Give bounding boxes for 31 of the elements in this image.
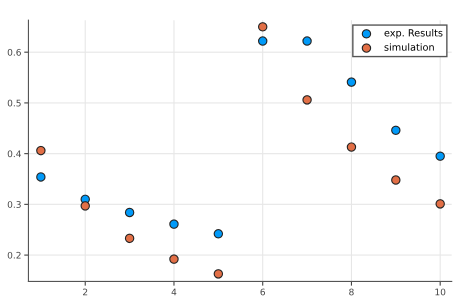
point	[391, 126, 401, 136]
point	[36, 172, 46, 182]
point	[258, 22, 268, 32]
x-tick-label: 10	[435, 288, 446, 296]
point	[258, 36, 268, 46]
point	[169, 254, 179, 264]
y-tick-label: 0.5	[8, 100, 21, 106]
point	[435, 151, 445, 161]
y-tick-label: 0.3	[8, 201, 21, 208]
point	[346, 142, 356, 152]
x-tick-label: 8	[349, 288, 354, 296]
point	[391, 175, 401, 185]
point	[346, 77, 356, 87]
legend-label: simulation	[384, 43, 434, 51]
legend-label: exp. Results	[384, 28, 442, 38]
point	[80, 201, 90, 211]
point	[124, 208, 134, 218]
x-tick-label: 4	[172, 288, 176, 296]
point	[169, 219, 179, 229]
point	[435, 199, 445, 209]
point	[124, 234, 134, 244]
point	[214, 269, 224, 279]
point	[214, 229, 224, 239]
point	[36, 146, 46, 156]
point	[302, 36, 312, 46]
y-tick-label: 0.4	[8, 150, 21, 158]
x-tick-label: 2	[83, 288, 88, 296]
x-tick-label: 6	[260, 288, 266, 296]
point	[302, 95, 312, 105]
y-tick-label: 0.6	[8, 48, 21, 56]
y-tick-label: 0.2	[8, 252, 21, 259]
